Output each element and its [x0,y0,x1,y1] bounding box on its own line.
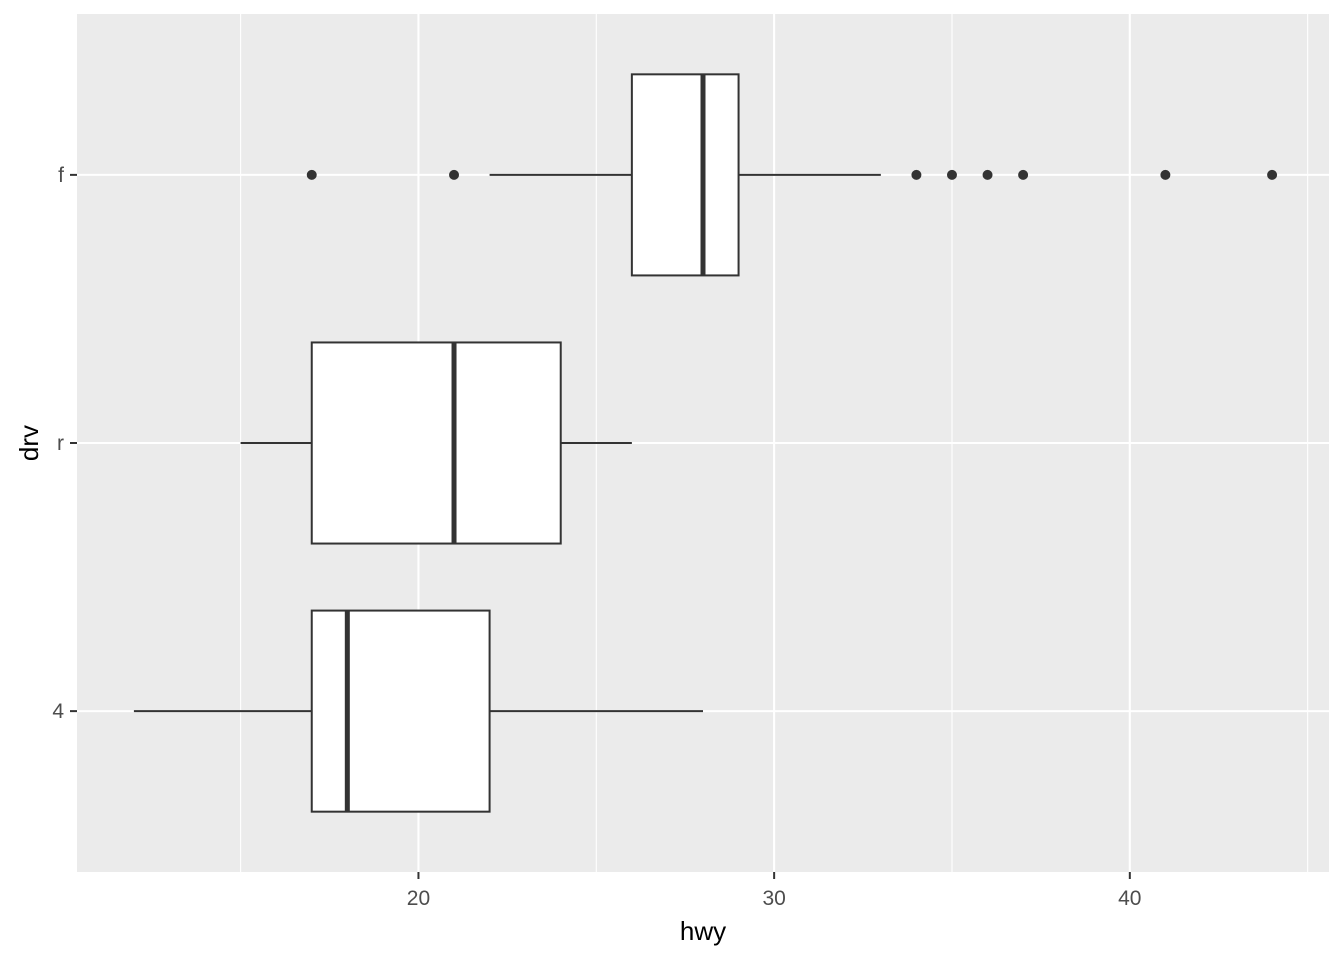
box-f [306,73,1278,277]
x-tick-label: 40 [1118,887,1141,910]
outlier-point [946,169,957,180]
y-tick-label: 4 [52,700,64,723]
box-r [240,341,632,545]
y-tick-label: f [58,164,64,187]
outlier-point [1160,169,1171,180]
y-axis-title: drv [14,425,44,461]
outlier-point [911,169,922,180]
x-axis: 20 30 40 [407,872,1141,910]
y-tick-label: r [57,432,64,455]
box-4 [133,609,703,813]
x-tick-label: 30 [762,887,785,910]
outlier-point [449,169,460,180]
outlier-point [982,169,993,180]
y-axis: 4 r f [52,164,77,723]
x-axis-title: hwy [680,916,726,946]
outlier-point [1018,169,1029,180]
x-tick-label: 20 [407,887,430,910]
box-iqr [310,341,562,545]
outlier-point [306,169,317,180]
box-iqr [310,609,491,813]
outlier-point [1267,169,1278,180]
box-iqr [630,73,740,277]
box-layer [133,73,1278,813]
